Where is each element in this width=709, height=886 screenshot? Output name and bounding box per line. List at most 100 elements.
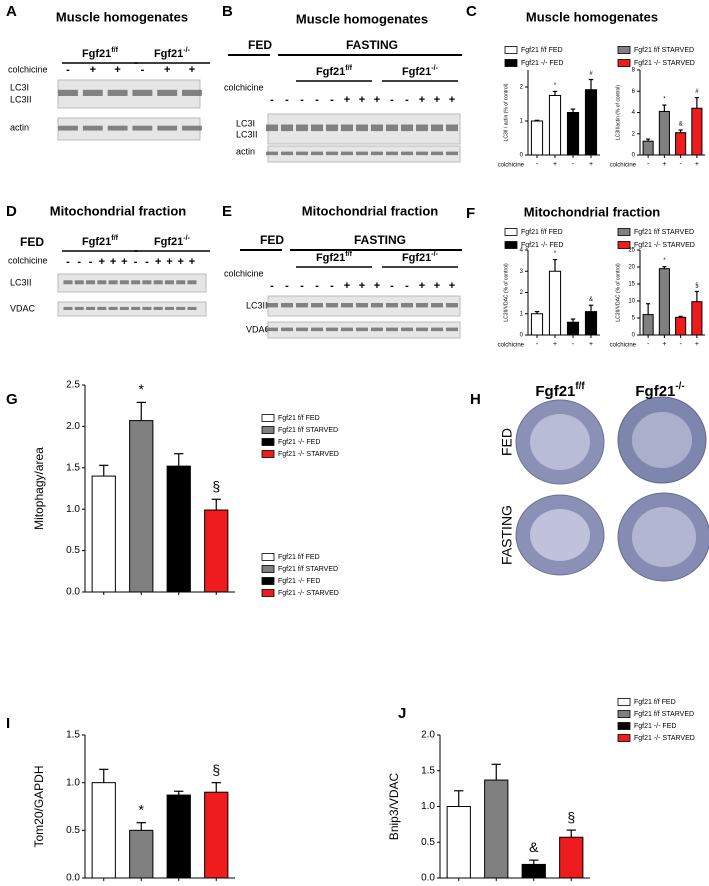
lane-sign: + — [164, 64, 170, 76]
bar — [91, 475, 116, 593]
legend-swatch — [261, 589, 275, 597]
panel-letter: G — [6, 391, 18, 408]
blot-band — [401, 327, 413, 332]
bar — [204, 509, 229, 593]
blot-band — [386, 303, 398, 308]
blot-band — [296, 303, 308, 308]
x-tick-label: - — [679, 341, 682, 348]
row-label: LC3I — [236, 118, 255, 128]
lane-sign: - — [270, 94, 274, 106]
legend-swatch — [504, 241, 518, 249]
blot-band — [296, 124, 308, 132]
panel-title: Mitochondrial fraction — [50, 203, 187, 218]
blot-header: FED — [260, 233, 284, 247]
blot-header: FASTING — [354, 233, 406, 247]
lane-sign: - — [134, 256, 138, 268]
legend-swatch — [617, 710, 631, 718]
bar — [530, 120, 544, 156]
blot-band — [386, 327, 398, 332]
significance-mark: # — [589, 71, 593, 77]
legend-swatch — [504, 59, 518, 67]
blot-band — [86, 306, 96, 310]
row-label: LC3II — [246, 300, 268, 310]
lane-sign: - — [285, 280, 289, 292]
y-axis-label: Mitophagy/area — [32, 447, 46, 530]
blot-band — [82, 89, 103, 96]
lane-sign: - — [405, 94, 409, 106]
blot-band — [386, 124, 398, 132]
bar — [166, 794, 191, 879]
significance-mark: * — [139, 381, 145, 397]
blot-band — [311, 303, 323, 308]
blot-band — [311, 124, 323, 132]
label-base: Fgf21 — [154, 48, 183, 60]
y-tick-label: 0 — [520, 153, 524, 159]
bar — [166, 465, 191, 593]
lane-sign: + — [189, 64, 195, 76]
legend-label: Fgf21 -/- STARVED — [278, 590, 339, 597]
blot-band — [157, 89, 178, 96]
blot-band — [63, 280, 73, 285]
legend-swatch — [617, 722, 631, 730]
blot-band — [416, 151, 428, 156]
lane-sign: - — [300, 94, 304, 106]
blot-band — [341, 327, 353, 332]
column-label: Fgf21f/f — [535, 381, 585, 400]
legend-swatch — [617, 241, 631, 249]
bar — [446, 806, 471, 879]
legend-swatch — [261, 553, 275, 561]
y-tick-label: 2 — [520, 85, 524, 91]
blot-band — [164, 280, 174, 285]
y-tick-label: 2 — [632, 131, 636, 137]
lane-sign: + — [344, 280, 350, 292]
legend-label: Fgf21 f/f FED — [278, 415, 320, 422]
label-sup: f/f — [575, 381, 585, 392]
legend-label: Fgf21 -/- FED — [521, 242, 563, 249]
panel-title: Mitochondrial fraction — [524, 204, 661, 219]
bar — [658, 110, 670, 156]
row-label: LC3II — [10, 94, 32, 104]
y-tick-label: 20 — [628, 265, 635, 271]
legend-label: Fgf21 -/- FED — [278, 439, 320, 446]
blot-band — [371, 327, 383, 332]
lane-sign: + — [121, 256, 127, 268]
legend-label: Fgf21 f/f STARVED — [634, 711, 694, 718]
y-tick-label: 0.0 — [421, 873, 435, 884]
lane-sign: - — [330, 280, 334, 292]
legend-label: Fgf21 f/f FED — [521, 229, 563, 236]
blot-band — [371, 303, 383, 308]
lane-sign: - — [66, 256, 70, 268]
legend-swatch — [261, 577, 275, 585]
blot-band — [401, 151, 413, 156]
y-tick-label: 15 — [628, 282, 635, 288]
row-label: actin — [10, 122, 29, 132]
blot-band — [446, 327, 458, 332]
blot-band — [341, 303, 353, 308]
bar — [566, 321, 580, 336]
blot-band — [142, 280, 152, 285]
legend-label: Fgf21 f/f FED — [634, 699, 676, 706]
lane-sign: + — [110, 256, 116, 268]
blot-band — [326, 303, 338, 308]
blot-band — [431, 327, 443, 332]
x-axis-label: colchicine — [610, 163, 637, 169]
blot-band — [341, 124, 353, 132]
blot-band — [386, 151, 398, 156]
y-axis-label: Tom20/GAPDH — [32, 765, 46, 847]
blot-band — [401, 303, 413, 308]
legend-label: Fgf21 f/f FED — [278, 554, 320, 561]
label-sup: f/f — [345, 64, 352, 72]
lane-sign: - — [89, 256, 93, 268]
blot-band — [401, 124, 413, 132]
panel-letter: J — [398, 705, 406, 722]
lane-sign: - — [77, 256, 81, 268]
blot-header: FASTING — [346, 38, 398, 52]
y-tick-label: 0.5 — [421, 837, 435, 848]
group-label: Fgf21f/f — [316, 250, 353, 264]
blot-band — [281, 303, 293, 308]
bar — [91, 782, 116, 879]
colchicine-label: colchicine — [8, 64, 48, 74]
bar — [548, 95, 562, 156]
lane-sign: - — [330, 94, 334, 106]
blot-band — [296, 151, 308, 156]
